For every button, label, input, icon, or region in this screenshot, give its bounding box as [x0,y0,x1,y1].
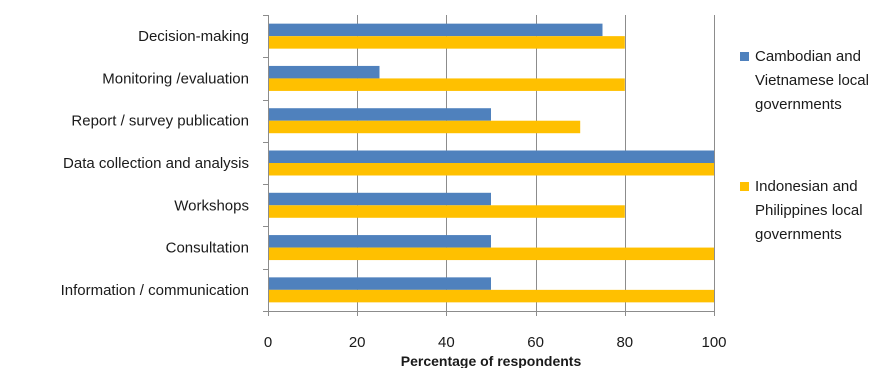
bar [268,289,714,303]
category-label: Consultation [166,240,249,257]
bar [268,235,491,248]
bar [268,78,625,91]
legend-label: Vietnamese local [755,72,869,89]
axes [263,15,715,316]
bar [268,192,491,206]
category-labels: Decision-making Monitoring /evaluation Rep… [61,28,249,299]
x-tick-labels: 0 20 40 60 80 100 [264,334,727,351]
legend-label: Indonesian and [755,178,858,195]
x-tick-label: 80 [616,334,633,351]
category-label: Monitoring /evaluation [102,70,249,87]
bar [268,247,714,261]
legend-label: governments [755,96,842,113]
bar [268,23,603,37]
bar [268,277,491,290]
legend-label: Cambodian and [755,48,861,65]
category-label: Decision-making [138,28,249,45]
x-tick-label: 40 [438,334,455,351]
category-label: Workshops [174,197,249,214]
bar [268,205,625,218]
category-label: Information / communication [61,282,249,299]
legend-label: Philippines local [755,202,863,219]
bar [268,108,491,121]
bar [268,150,714,163]
legend-swatch [740,182,749,191]
legend: Cambodian and Vietnamese local governments… [740,48,869,243]
category-label: Report / survey publication [71,113,249,130]
bars [268,23,714,303]
bar [268,163,714,176]
x-tick-label: 20 [349,334,366,351]
category-label: Data collection and analysis [63,155,249,172]
x-tick-label: 100 [701,334,726,351]
bar [268,65,380,79]
legend-label: governments [755,226,842,243]
bar [268,120,581,134]
x-tick-label: 0 [264,334,272,351]
x-axis-title: Percentage of respondents [401,353,582,368]
legend-swatch [740,52,749,61]
x-tick-label: 60 [527,334,544,351]
bar [268,36,625,49]
